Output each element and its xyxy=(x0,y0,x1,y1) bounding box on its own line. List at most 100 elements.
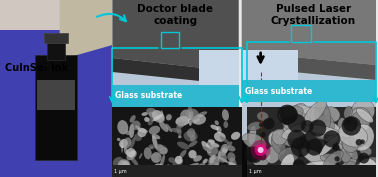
Ellipse shape xyxy=(113,157,123,167)
Ellipse shape xyxy=(338,124,367,147)
Ellipse shape xyxy=(324,150,343,168)
Ellipse shape xyxy=(196,111,207,117)
Ellipse shape xyxy=(211,155,216,160)
Ellipse shape xyxy=(202,146,213,152)
Ellipse shape xyxy=(228,161,239,169)
Ellipse shape xyxy=(118,159,130,171)
Ellipse shape xyxy=(206,140,214,151)
Circle shape xyxy=(263,118,275,130)
Ellipse shape xyxy=(137,128,148,133)
Polygon shape xyxy=(112,0,239,72)
Ellipse shape xyxy=(189,117,200,123)
Text: Glass substrate: Glass substrate xyxy=(245,87,312,96)
Ellipse shape xyxy=(215,120,219,125)
Ellipse shape xyxy=(193,155,202,162)
Ellipse shape xyxy=(251,147,270,167)
Ellipse shape xyxy=(184,131,198,142)
Polygon shape xyxy=(242,52,376,80)
Ellipse shape xyxy=(229,168,238,177)
Ellipse shape xyxy=(187,128,195,138)
Ellipse shape xyxy=(160,155,165,169)
Ellipse shape xyxy=(159,121,168,132)
Ellipse shape xyxy=(315,101,331,131)
Polygon shape xyxy=(60,0,112,60)
Polygon shape xyxy=(199,50,239,85)
Ellipse shape xyxy=(186,109,199,120)
Ellipse shape xyxy=(151,152,161,163)
Ellipse shape xyxy=(119,161,129,170)
Circle shape xyxy=(342,116,361,136)
Ellipse shape xyxy=(167,165,174,169)
Ellipse shape xyxy=(320,136,339,156)
Text: Doctor blade
coating: Doctor blade coating xyxy=(137,4,213,26)
Ellipse shape xyxy=(125,131,132,135)
Ellipse shape xyxy=(268,131,284,148)
Ellipse shape xyxy=(223,168,237,174)
Ellipse shape xyxy=(139,153,143,159)
Ellipse shape xyxy=(180,110,191,121)
Ellipse shape xyxy=(222,147,228,153)
Ellipse shape xyxy=(282,124,310,139)
Ellipse shape xyxy=(306,161,338,172)
Ellipse shape xyxy=(188,150,197,158)
Ellipse shape xyxy=(208,139,215,144)
Text: Pulsed Laser
Crystallization: Pulsed Laser Crystallization xyxy=(271,4,356,26)
Bar xyxy=(0,0,112,177)
Ellipse shape xyxy=(320,154,342,163)
Ellipse shape xyxy=(127,151,131,156)
Ellipse shape xyxy=(117,138,121,141)
Ellipse shape xyxy=(283,122,297,134)
Circle shape xyxy=(259,153,266,160)
Ellipse shape xyxy=(353,157,378,176)
Circle shape xyxy=(280,106,298,124)
Bar xyxy=(47,40,65,60)
Ellipse shape xyxy=(177,124,181,136)
Ellipse shape xyxy=(207,146,218,156)
Ellipse shape xyxy=(129,124,134,138)
Ellipse shape xyxy=(155,170,165,176)
Ellipse shape xyxy=(282,111,312,134)
Ellipse shape xyxy=(243,133,266,150)
Ellipse shape xyxy=(119,139,128,148)
Circle shape xyxy=(245,146,260,162)
Ellipse shape xyxy=(224,141,232,149)
Ellipse shape xyxy=(218,157,228,163)
Ellipse shape xyxy=(130,156,138,166)
Ellipse shape xyxy=(144,147,152,159)
Ellipse shape xyxy=(345,161,356,172)
Bar xyxy=(291,25,311,42)
Ellipse shape xyxy=(211,165,217,170)
Ellipse shape xyxy=(220,136,229,143)
Ellipse shape xyxy=(324,107,340,122)
Ellipse shape xyxy=(187,105,192,114)
Bar xyxy=(112,50,239,140)
Circle shape xyxy=(282,116,291,125)
Circle shape xyxy=(277,105,297,124)
Bar xyxy=(112,85,239,107)
Circle shape xyxy=(255,144,266,156)
Ellipse shape xyxy=(126,148,136,157)
Ellipse shape xyxy=(308,125,328,135)
Ellipse shape xyxy=(189,111,194,120)
Ellipse shape xyxy=(307,125,339,135)
Bar xyxy=(161,32,179,48)
Circle shape xyxy=(323,130,341,147)
Ellipse shape xyxy=(304,100,326,125)
Circle shape xyxy=(258,147,263,153)
Ellipse shape xyxy=(350,112,370,132)
Ellipse shape xyxy=(231,132,240,140)
Ellipse shape xyxy=(320,122,340,142)
Ellipse shape xyxy=(341,137,358,160)
Ellipse shape xyxy=(160,147,168,155)
Text: Glass substrate: Glass substrate xyxy=(115,92,183,101)
Ellipse shape xyxy=(141,112,148,116)
Ellipse shape xyxy=(171,128,181,133)
Ellipse shape xyxy=(135,125,140,129)
Text: CuInSe₂ Ink: CuInSe₂ Ink xyxy=(5,63,68,73)
Ellipse shape xyxy=(342,137,358,153)
Ellipse shape xyxy=(150,146,153,149)
Ellipse shape xyxy=(301,148,329,167)
Text: 1 μm: 1 μm xyxy=(249,169,261,173)
Ellipse shape xyxy=(257,112,268,121)
Circle shape xyxy=(358,153,369,164)
